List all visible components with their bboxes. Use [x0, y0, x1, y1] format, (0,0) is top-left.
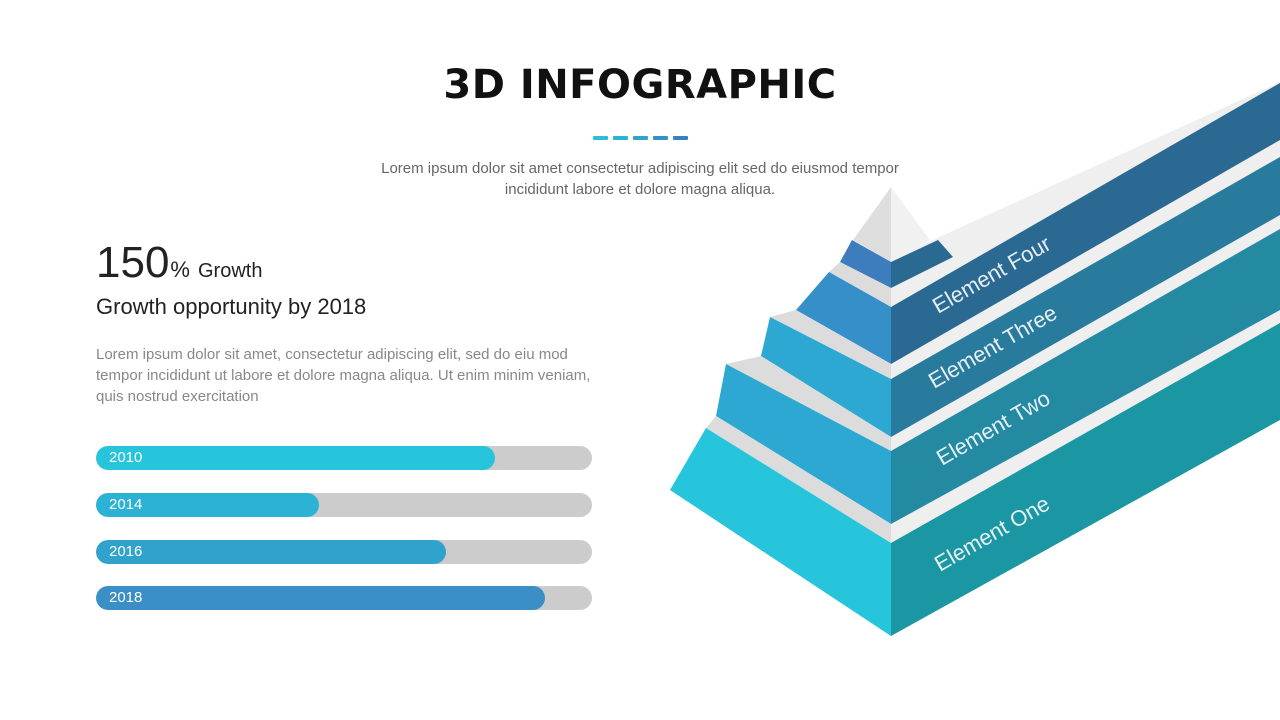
tier-three-left — [796, 272, 891, 364]
divider-dash — [593, 136, 608, 140]
tier-separator-left — [706, 416, 891, 543]
progress-bar-2016: 2016 — [96, 540, 592, 564]
band-element-four — [891, 83, 1280, 364]
progress-year: 2014 — [109, 496, 143, 513]
progress-bar-2014: 2014 — [96, 493, 592, 517]
progress-bar-2010: 2010 — [96, 446, 592, 470]
body-text: Lorem ipsum dolor sit amet, consectetur … — [96, 346, 591, 405]
tier-separator-left — [726, 356, 891, 451]
progress-year: 2016 — [109, 543, 143, 560]
page-title: 3D INFOGRAPHIC — [443, 62, 837, 108]
progress-fill — [96, 586, 545, 610]
subtitle: Lorem ipsum dolor sit amet consectetur a… — [340, 158, 940, 200]
tier-separator-left — [770, 310, 891, 379]
band-element-one — [891, 323, 1280, 636]
apex-left-face — [853, 187, 891, 262]
progress-fill — [96, 540, 446, 564]
divider-dash — [653, 136, 668, 140]
apex-cap-right — [891, 240, 953, 288]
growth-label: Growth — [197, 260, 263, 282]
tier-one-upper-left — [716, 364, 891, 524]
tier-two-left — [761, 317, 891, 437]
tier-separator-left — [829, 262, 891, 307]
band-element-two — [891, 229, 1280, 524]
band-element-three — [891, 157, 1280, 437]
growth-stat: 150% Growth — [96, 238, 262, 288]
progress-year: 2010 — [109, 449, 143, 466]
divider-dash — [633, 136, 648, 140]
apex-right-face — [891, 187, 930, 262]
progress-bar-2018: 2018 — [96, 586, 592, 610]
title-divider — [593, 136, 688, 140]
growth-unit: % — [170, 257, 190, 282]
tier-one-left — [670, 428, 891, 636]
subtitle-line-1: Lorem ipsum dolor sit amet consectetur a… — [381, 160, 899, 177]
growth-value: 150 — [96, 238, 170, 287]
tier-four-left — [840, 240, 891, 288]
progress-fill — [96, 493, 320, 517]
growth-heading: Growth opportunity by 2018 — [96, 294, 367, 319]
progress-fill — [96, 446, 496, 470]
divider-dash — [673, 136, 688, 140]
progress-year: 2018 — [109, 589, 143, 606]
divider-dash — [613, 136, 628, 140]
subtitle-line-2: incididunt labore et dolore magna aliqua… — [504, 181, 776, 198]
